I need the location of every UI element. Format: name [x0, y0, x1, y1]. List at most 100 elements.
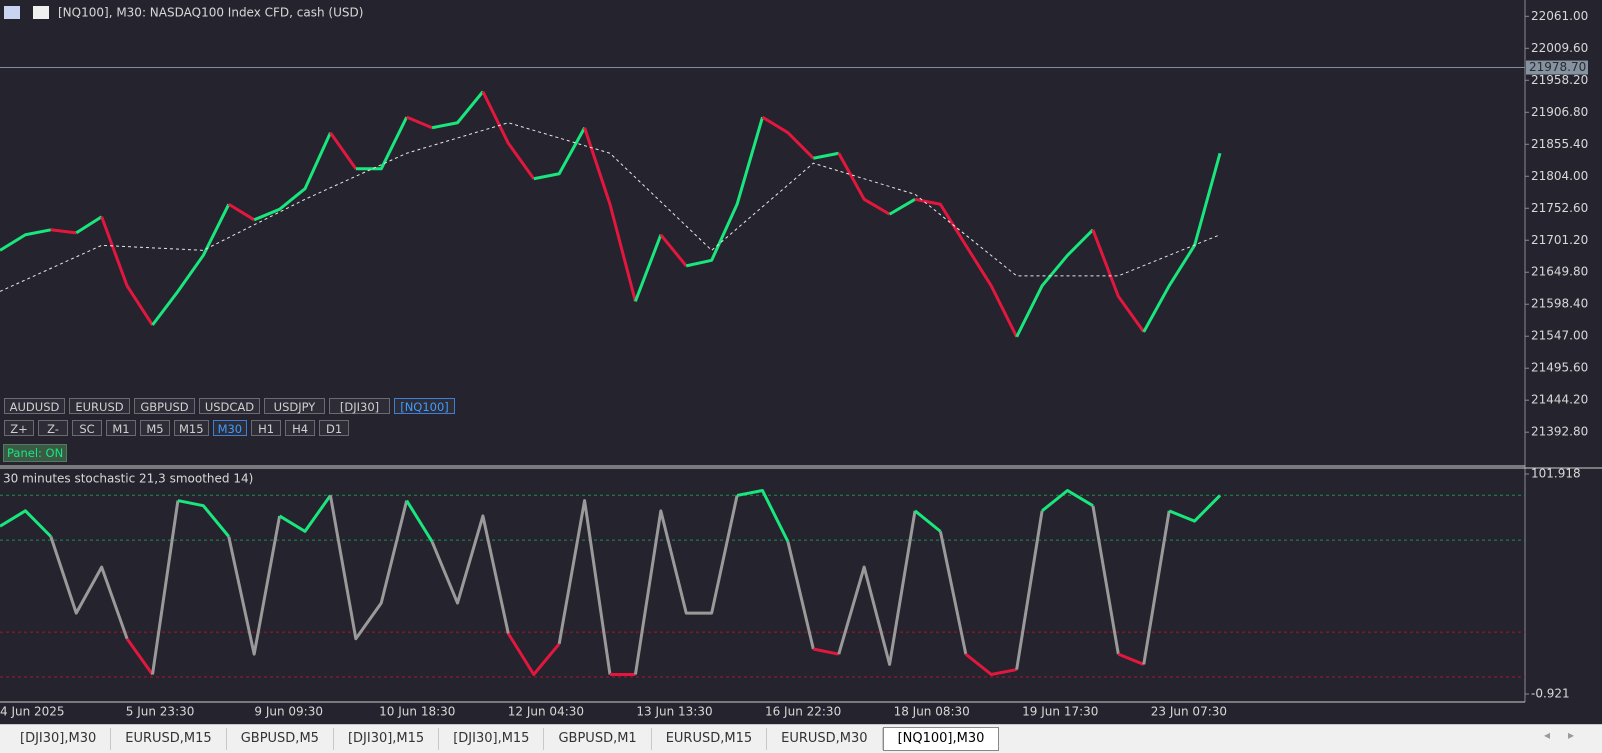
tab[interactable]: [DJI30],M15 — [439, 728, 545, 750]
x-tick-label: 10 Jun 18:30 — [379, 705, 455, 719]
line-series — [1117, 652, 1145, 666]
y-tick-label: 21906.80 — [1531, 105, 1588, 119]
y-tick-label: -0.921 — [1531, 687, 1570, 701]
timeframe-buttons: Z+ Z- SC M1 M5 M15 M30 H1 H4 D1 — [4, 420, 350, 436]
button[interactable]: M1 — [106, 420, 136, 436]
line-series — [151, 500, 180, 675]
tab[interactable]: GBPUSD,M1 — [544, 728, 652, 750]
line-series — [0, 509, 52, 538]
y-tick-label: 21649.80 — [1531, 265, 1588, 279]
tab[interactable]: [DJI30],M30 — [6, 728, 112, 750]
button[interactable]: USDCAD — [199, 398, 260, 414]
line-series — [813, 151, 840, 160]
y-tick-label: 21855.40 — [1531, 137, 1588, 151]
line-series — [813, 647, 840, 656]
y-tick-label: 101.918 — [1531, 467, 1581, 481]
line-series — [1015, 510, 1044, 670]
line-series — [964, 652, 1017, 676]
button[interactable]: EURUSD — [69, 398, 130, 414]
line-series — [1041, 489, 1094, 513]
button[interactable]: [NQ100] — [394, 398, 455, 414]
line-series — [227, 202, 255, 222]
button[interactable]: [DJI30] — [329, 398, 390, 414]
y-tick-label: 22061.00 — [1531, 9, 1588, 23]
y-tick-label: 21752.60 — [1531, 201, 1588, 215]
chart-icon — [33, 6, 49, 19]
line-series — [151, 203, 231, 326]
button[interactable]: AUDUSD — [4, 398, 65, 414]
line-series — [1168, 494, 1222, 523]
line-series — [227, 515, 282, 656]
line-series — [481, 90, 535, 180]
chart-header: [NQ100], M30: NASDAQ100 Index CFD, cash … — [58, 6, 363, 20]
line-series — [405, 499, 434, 543]
button[interactable]: M15 — [174, 420, 209, 436]
line-series — [406, 115, 433, 130]
tab[interactable]: EURUSD,M15 — [652, 728, 768, 750]
current-price-label: 21978.70 — [1529, 60, 1586, 74]
tab-scroll[interactable]: ◂▸ — [1543, 728, 1592, 742]
line-series — [49, 536, 129, 640]
line-series — [253, 132, 332, 222]
line-series — [328, 495, 409, 641]
line-series — [557, 499, 612, 675]
y-tick-label: 21547.00 — [1531, 329, 1588, 343]
button[interactable]: SC — [72, 420, 102, 436]
line-series — [329, 131, 358, 170]
line-series — [736, 489, 790, 543]
indicator-title: 30 minutes stochastic 21,3 smoothed 14) — [3, 472, 253, 486]
line-series — [1142, 510, 1171, 665]
x-tick-label: 4 Jun 2025 — [0, 705, 65, 719]
button[interactable]: Z- — [38, 420, 68, 436]
x-tick-label: 18 Jun 08:30 — [894, 705, 970, 719]
line-series — [634, 234, 663, 302]
x-tick-label: 9 Jun 09:30 — [254, 705, 323, 719]
y-tick-label: 21701.20 — [1531, 233, 1588, 247]
line-series — [914, 197, 1019, 338]
line-series — [430, 514, 510, 634]
line-series — [1091, 229, 1145, 333]
tab[interactable]: EURUSD,M30 — [767, 728, 883, 750]
line-series — [786, 541, 815, 650]
tab[interactable]: [NQ100],M30 — [882, 727, 1000, 751]
line-series — [431, 90, 485, 130]
y-tick-label: 21804.00 — [1531, 169, 1588, 183]
line-series — [633, 495, 739, 675]
panel-toggle[interactable]: Panel: ON — [3, 444, 68, 462]
tab[interactable]: [DJI30],M15 — [334, 728, 440, 750]
y-tick-label: 21444.20 — [1531, 393, 1588, 407]
button[interactable]: GBPUSD — [134, 398, 195, 414]
line-series — [0, 228, 52, 252]
x-tick-label: 19 Jun 17:30 — [1022, 705, 1098, 719]
button[interactable]: M5 — [140, 420, 170, 436]
line-series — [50, 228, 77, 235]
line-series — [761, 115, 815, 160]
button[interactable]: M30 — [212, 420, 248, 436]
button[interactable]: D1 — [319, 420, 350, 436]
line-series — [100, 216, 154, 326]
x-tick-label: 12 Jun 04:30 — [508, 705, 584, 719]
button[interactable]: Z+ — [4, 420, 34, 436]
line-series — [1142, 152, 1222, 333]
button[interactable]: H1 — [251, 420, 282, 436]
chart-canvas: [NQ100], M30: NASDAQ100 Index CFD, cash … — [0, 0, 1602, 719]
line-series — [837, 152, 891, 216]
line-series — [75, 215, 103, 235]
line-series — [837, 510, 917, 666]
line-series — [1091, 505, 1120, 655]
tab[interactable]: GBPUSD,M5 — [227, 728, 334, 750]
tab[interactable]: EURUSD,M15 — [111, 728, 227, 750]
button[interactable]: H4 — [285, 420, 316, 436]
line-series — [177, 499, 230, 538]
line-series — [583, 127, 637, 302]
line-series — [355, 116, 409, 171]
line-series — [685, 116, 764, 268]
button[interactable]: USDJPY — [264, 398, 325, 414]
current-price-box — [1526, 60, 1588, 75]
y-tick-label: 22009.60 — [1531, 41, 1588, 55]
line-series — [125, 637, 154, 676]
chart-icon — [4, 6, 20, 19]
line-series — [888, 198, 916, 216]
line-series — [533, 126, 586, 181]
